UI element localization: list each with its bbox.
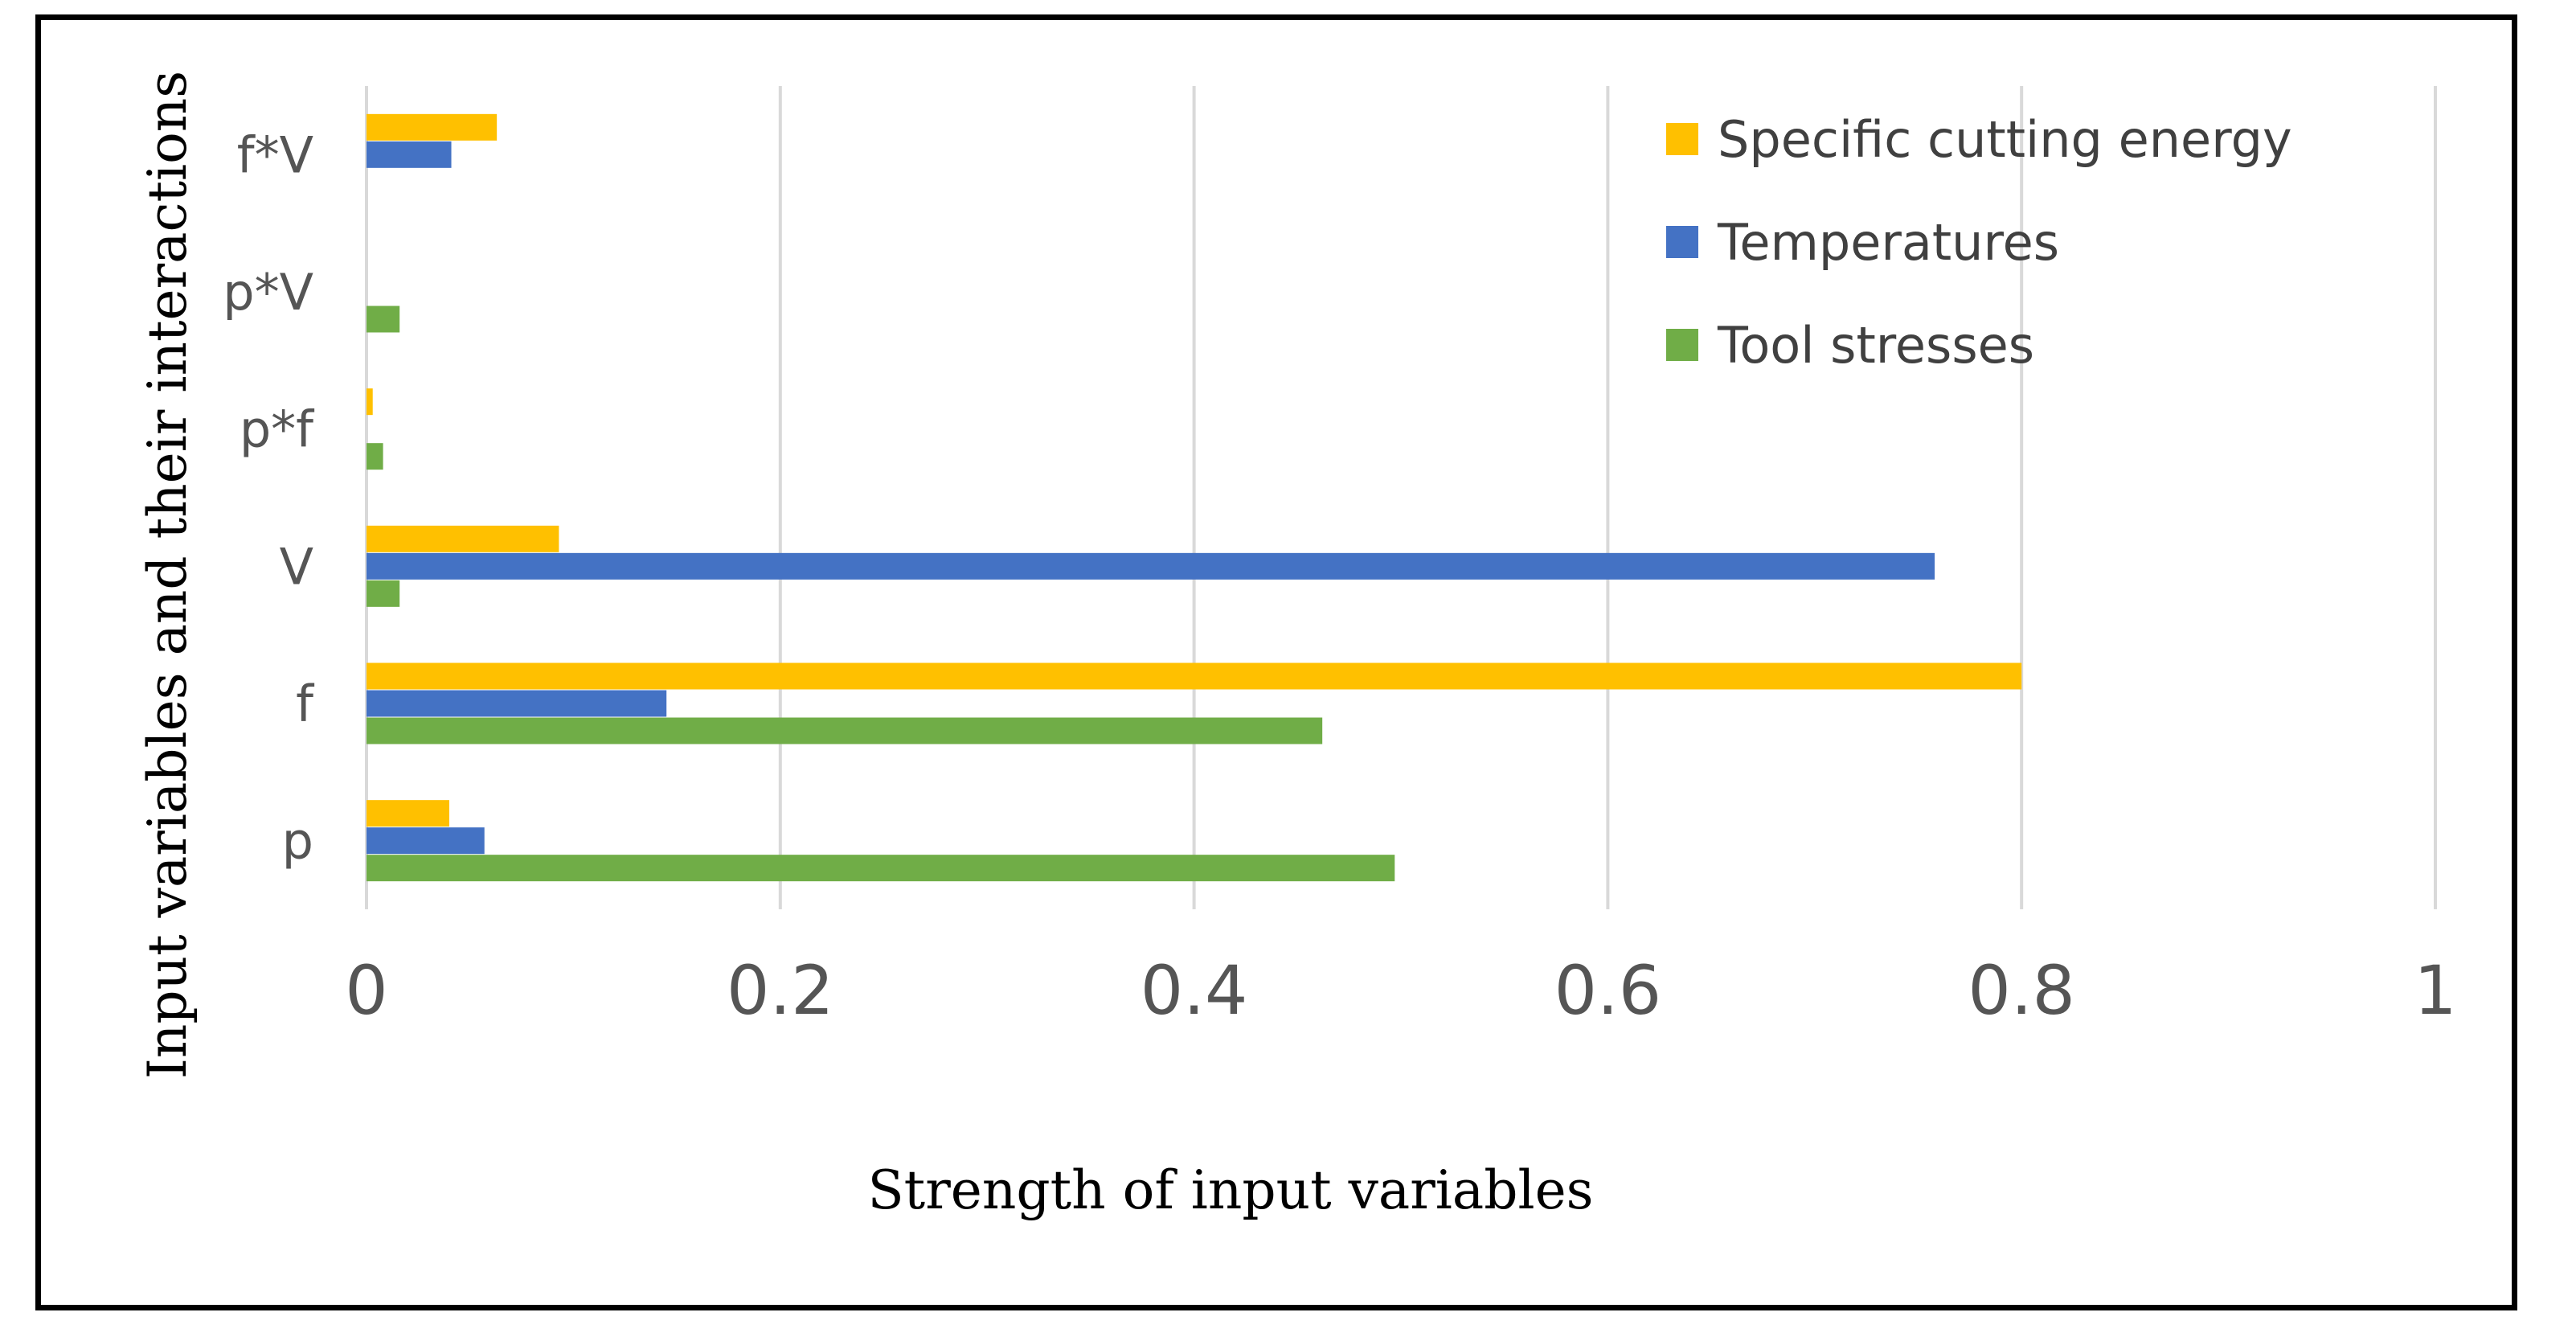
- bar-tool-stresses-pxf: [367, 443, 383, 470]
- bar-tool-stresses-p: [367, 855, 1395, 882]
- bars: [367, 113, 2022, 882]
- x-tick-label: 0.4: [1141, 951, 1248, 1030]
- y-tick-label: V: [280, 537, 313, 596]
- legend-label: Specific cutting energy: [1718, 110, 2292, 169]
- x-tick-labels: 0 0.2 0.4 0.6 0.8 1: [345, 951, 2456, 1030]
- bar-chart: 0 0.2 0.4 0.6 0.8 1 p f Vp*f p*V f*V Specific cut…: [137, 71, 2457, 1221]
- bar-temperatures-fxV: [367, 141, 452, 168]
- legend-swatch: [1666, 226, 1698, 258]
- bar-specific-cutting-energy-p: [367, 800, 449, 827]
- x-tick-label: 0.8: [1968, 951, 2075, 1030]
- y-tick-label: p*f: [240, 400, 315, 459]
- y-tick-label: f*V: [237, 125, 313, 184]
- y-tick-label: f: [296, 675, 315, 733]
- bar-temperatures-f: [367, 690, 667, 717]
- bar-specific-cutting-energy-f: [367, 662, 2022, 690]
- y-tick-label: p: [282, 812, 313, 871]
- y-axis-title: Input variables and their interactions: [137, 71, 199, 1079]
- bar-tool-stresses-f: [367, 717, 1323, 744]
- x-tick-label: 0.2: [727, 951, 834, 1030]
- bar-specific-cutting-energy-fxV: [367, 113, 498, 141]
- bar-tool-stresses-pxV: [367, 306, 400, 333]
- gridlines: [365, 86, 2437, 909]
- legend-label: Temperatures: [1717, 213, 2059, 272]
- legend-label: Tool stresses: [1717, 316, 2034, 375]
- x-axis-title: Strength of input variables: [867, 1159, 1593, 1221]
- x-tick-label: 0: [345, 951, 387, 1030]
- bar-temperatures-p: [367, 827, 485, 855]
- x-tick-label: 1: [2414, 951, 2456, 1030]
- bar-tool-stresses-V: [367, 580, 400, 607]
- bar-specific-cutting-energy-pxf: [367, 388, 373, 416]
- bar-temperatures-V: [367, 552, 1935, 580]
- bar-specific-cutting-energy-V: [367, 525, 559, 552]
- legend-swatch: [1666, 123, 1698, 155]
- legend: Specific cutting energy Temperatures Tool …: [1666, 110, 2292, 375]
- legend-swatch: [1666, 329, 1698, 361]
- y-tick-labels: p f Vp*f p*V f*V: [223, 125, 315, 870]
- x-tick-label: 0.6: [1554, 951, 1662, 1030]
- y-tick-label: p*V: [223, 263, 313, 322]
